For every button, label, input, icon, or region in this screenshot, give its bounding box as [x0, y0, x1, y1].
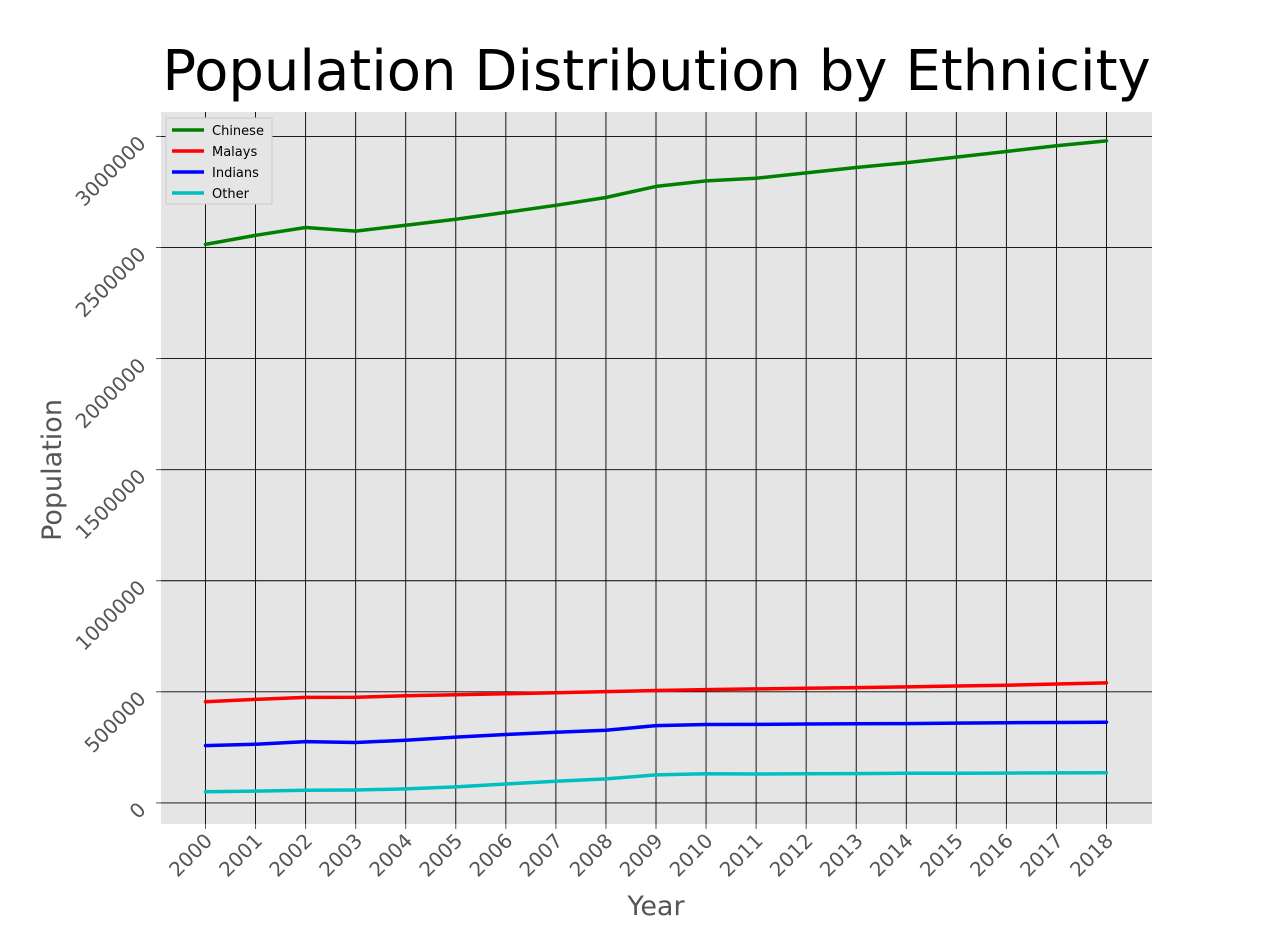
y-tick-label: 2500000 [71, 242, 151, 322]
y-axis-label: Population [37, 399, 68, 541]
legend-label-malays: Malays [212, 145, 257, 160]
grid-lines [156, 112, 1152, 829]
x-tick-labels: 2000200120022003200420052006200720082009… [164, 829, 1118, 882]
x-tick-label: 2010 [665, 829, 718, 882]
x-tick-label: 2006 [464, 829, 517, 882]
y-tick-label: 500000 [80, 686, 151, 757]
x-tick-label: 2014 [865, 829, 918, 882]
y-tick-label: 3000000 [71, 131, 151, 211]
x-tick-label: 2012 [765, 829, 818, 882]
x-tick-label: 2004 [364, 829, 417, 882]
x-tick-label: 2013 [815, 829, 868, 882]
plot-area [161, 112, 1152, 824]
chart-title: Population Distribution by Ethnicity [162, 39, 1151, 104]
x-tick-label: 2005 [414, 829, 467, 882]
y-tick-label: 1000000 [71, 575, 151, 655]
x-tick-label: 2003 [314, 829, 367, 882]
x-tick-label: 2015 [915, 829, 968, 882]
y-tick-label: 0 [125, 797, 151, 823]
legend: Chinese Malays Indians Other [165, 117, 273, 205]
legend-label-chinese: Chinese [212, 124, 264, 139]
x-tick-label: 2007 [514, 829, 567, 882]
x-tick-label: 2018 [1065, 829, 1118, 882]
y-tick-label: 2000000 [71, 353, 151, 433]
y-tick-label: 1500000 [71, 464, 151, 544]
x-tick-label: 2002 [264, 829, 317, 882]
legend-label-other: Other [212, 187, 250, 202]
y-tick-labels: 0 500000 1000000 1500000 2000000 2500000 30000… [71, 131, 151, 823]
x-axis-label: Year [626, 891, 685, 922]
x-tick-label: 2009 [615, 829, 668, 882]
x-tick-label: 2000 [164, 829, 217, 882]
x-tick-label: 2011 [715, 829, 768, 882]
x-tick-label: 2008 [565, 829, 618, 882]
x-tick-label: 2016 [965, 829, 1018, 882]
series-lines [203, 139, 1109, 794]
x-tick-label: 2001 [214, 829, 267, 882]
legend-box [165, 117, 273, 205]
legend-label-indians: Indians [212, 166, 259, 181]
x-tick-label: 2017 [1015, 829, 1068, 882]
